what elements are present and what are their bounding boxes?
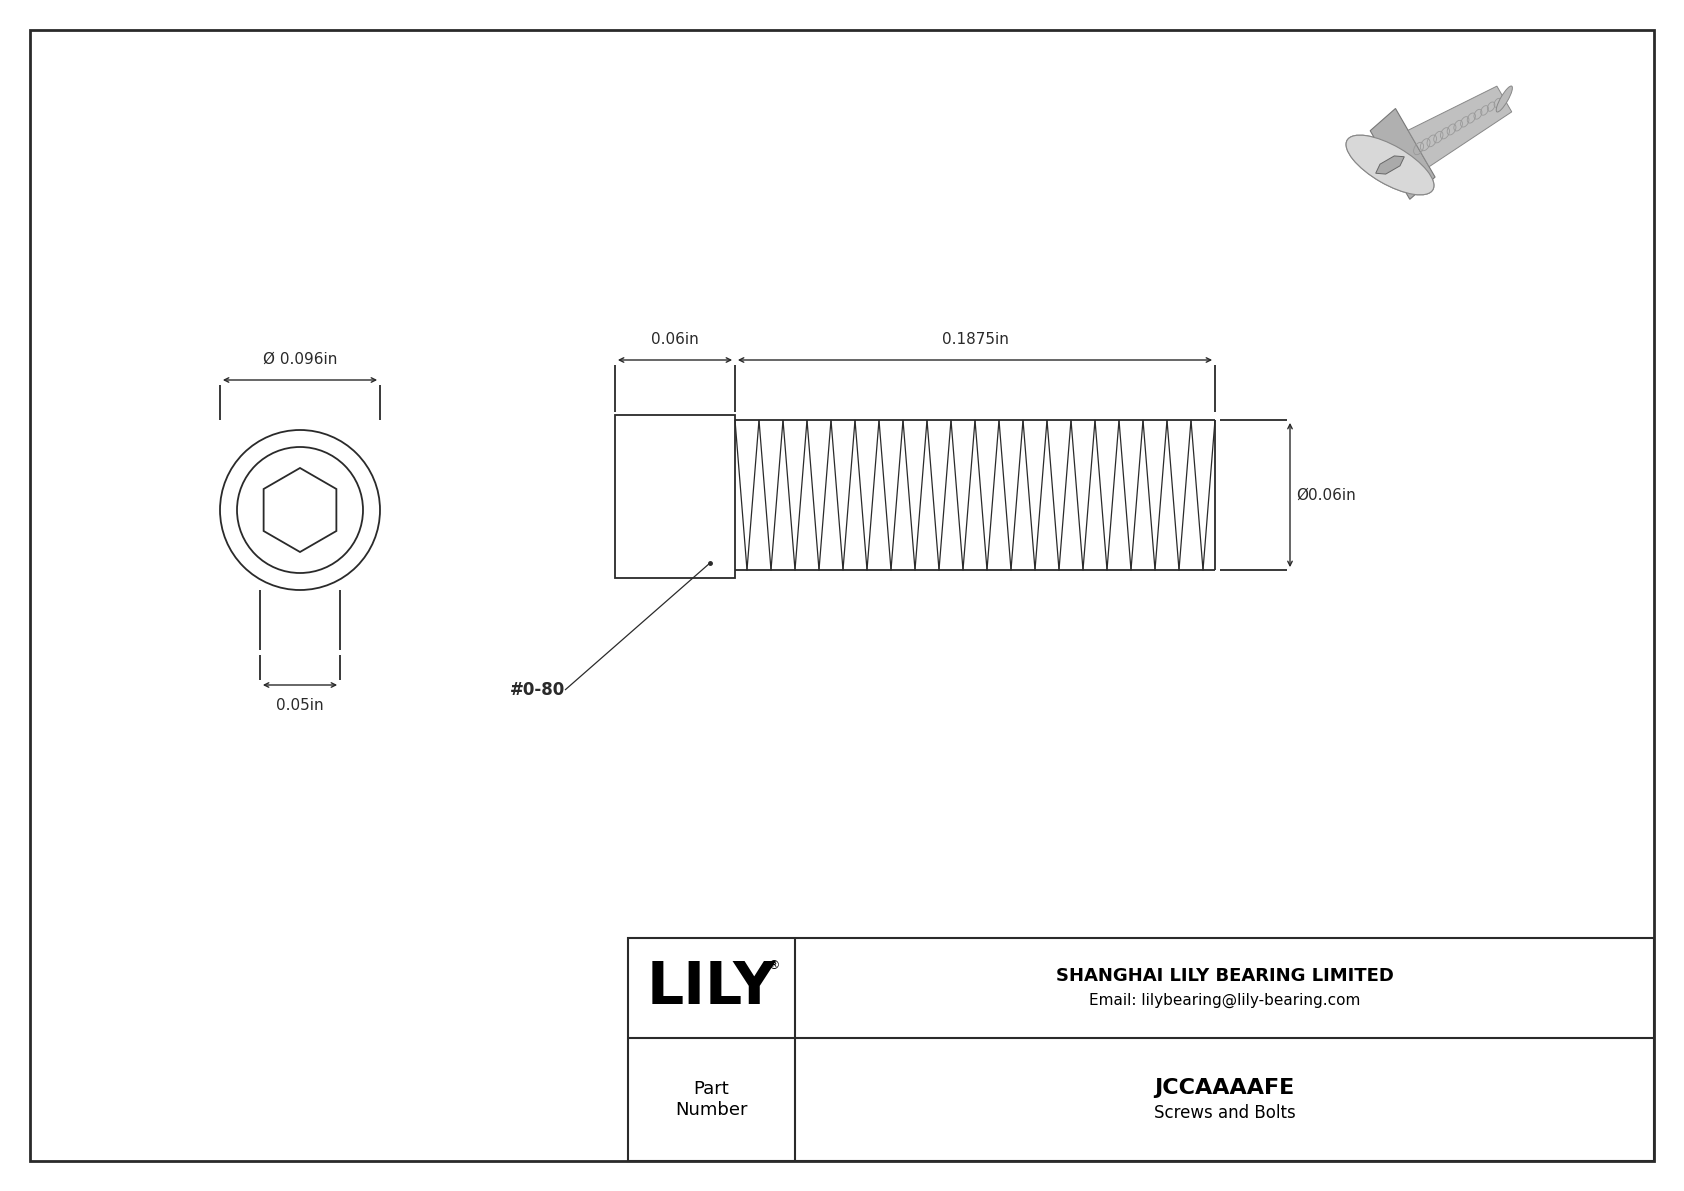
Ellipse shape xyxy=(1346,135,1435,195)
Circle shape xyxy=(221,430,381,590)
Text: Part
Number: Part Number xyxy=(675,1080,748,1118)
Ellipse shape xyxy=(1346,135,1435,195)
Text: Email: lilybearing@lily-bearing.com: Email: lilybearing@lily-bearing.com xyxy=(1090,992,1361,1008)
Text: Ø0.06in: Ø0.06in xyxy=(1297,487,1356,503)
Text: 0.1875in: 0.1875in xyxy=(941,332,1009,347)
Bar xyxy=(628,939,1654,1161)
Ellipse shape xyxy=(1356,141,1425,189)
Text: #0-80: #0-80 xyxy=(510,681,566,699)
Text: ®: ® xyxy=(768,960,780,973)
Polygon shape xyxy=(1371,108,1435,199)
Text: SHANGHAI LILY BEARING LIMITED: SHANGHAI LILY BEARING LIMITED xyxy=(1056,967,1393,985)
Text: JCCAAAAFE: JCCAAAAFE xyxy=(1154,1078,1295,1097)
Polygon shape xyxy=(1408,86,1512,167)
Text: 0.05in: 0.05in xyxy=(276,698,323,713)
Text: LILY: LILY xyxy=(647,960,776,1016)
Ellipse shape xyxy=(1495,86,1512,112)
Text: Ø 0.096in: Ø 0.096in xyxy=(263,353,337,367)
Text: 0.06in: 0.06in xyxy=(652,332,699,347)
Bar xyxy=(615,414,734,578)
Polygon shape xyxy=(1376,156,1404,174)
Text: Screws and Bolts: Screws and Bolts xyxy=(1154,1104,1295,1122)
